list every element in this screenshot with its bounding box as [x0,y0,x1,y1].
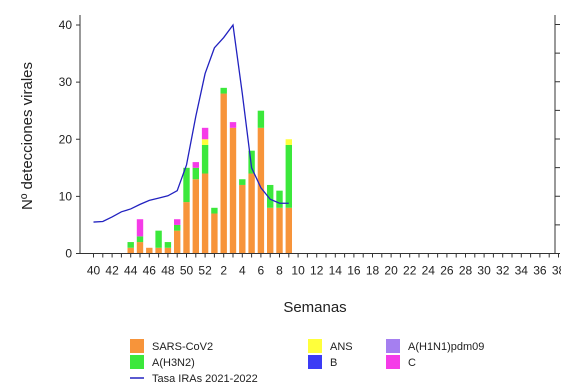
y-tick-label: 10 [59,189,73,203]
bar-segment [239,179,246,185]
bar-segment [257,110,265,128]
bar-segment [257,127,265,254]
bar-segment [183,167,190,203]
bar-segment [239,184,246,254]
x-tick-label: 52 [198,264,212,278]
x-tick-label: 24 [422,264,436,278]
x-tick-label: 36 [533,264,547,278]
bar-segment [276,207,283,254]
legend: SARS-CoV2 ANS A(H1N1)pdm09 A(H3N2) B C Tasa IR… [130,339,484,385]
legend-label: C [408,357,416,369]
y-tick-label: 0 [65,247,72,261]
x-tick-label: 32 [496,264,510,278]
legend-swatch [308,355,322,369]
x-tick-label: 20 [384,264,398,278]
bar-segment [201,127,209,140]
bar-segment [174,230,181,254]
bar-segment [211,213,218,254]
bar-segment [136,242,144,254]
bar-segment [183,202,190,254]
x-axis-title: Semanas [283,299,346,316]
bar-segment [164,242,172,248]
x-tick-label: 16 [347,264,361,278]
x-tick-label: 22 [403,264,417,278]
legend-label: A(H1N1)pdm09 [408,341,484,353]
legend-swatch [130,355,144,369]
y-axis-title: Nº detecciones virales [19,62,36,210]
x-tick-label: 26 [440,264,454,278]
bar-segment [127,247,134,254]
bar-segment [201,144,209,174]
bar-segment [248,150,255,174]
y-tick-label: 30 [59,75,73,89]
y-tick-label: 40 [59,18,73,32]
series-line [93,23,289,223]
bar-segment [248,173,255,254]
bar-segment [267,207,274,254]
x-tick-label: 38 [552,264,561,278]
legend-label: SARS-CoV2 [152,341,213,353]
bars-layer [127,87,292,254]
bar-segment [267,184,274,208]
bar-segment [155,247,162,254]
x-tick-label: 48 [161,264,175,278]
bar-segment [192,179,199,254]
axes-layer [79,15,556,254]
bar-segment [174,219,181,225]
x-tick-label: 44 [124,264,138,278]
x-tick-label: 10 [291,264,305,278]
legend-label: Tasa IRAs 2021-2022 [152,373,258,385]
x-tick-label: 46 [143,264,157,278]
bar-segment [164,247,172,254]
bar-segment [192,162,199,168]
x-tick-label: 6 [258,264,265,278]
bar-segment [136,236,144,243]
bar-segment [192,167,199,180]
legend-label: B [330,357,337,369]
x-tick-label: 34 [515,264,529,278]
bar-segment [229,127,237,254]
x-tick-label: 28 [459,264,473,278]
bar-segment [276,190,283,208]
legend-swatch [308,339,322,353]
bar-segment [220,93,227,254]
legend-swatch [130,339,144,353]
bar-segment [127,242,134,248]
x-tick-label: 40 [87,264,101,278]
bar-segment [220,87,227,94]
legend-swatch [386,355,400,369]
x-tick-label: 30 [477,264,491,278]
bar-segment [285,207,292,254]
legend-label: ANS [330,341,353,353]
x-tick-label: 50 [180,264,194,278]
x-tick-label: 14 [329,264,343,278]
y-tick-label: 20 [59,132,73,146]
legend-label: A(H3N2) [152,357,195,369]
x-tick-label: 2 [220,264,227,278]
bar-segment [174,224,181,231]
bar-segment [136,219,144,237]
bar-segment [146,247,153,254]
x-tick-label: 4 [239,264,246,278]
bar-segment [285,139,292,145]
bar-segment [201,139,209,145]
x-tick-label: 8 [276,264,283,278]
x-tick-label: 12 [310,264,324,278]
line-layer [93,23,289,223]
x-tick-label: 18 [366,264,380,278]
bar-segment [285,144,292,208]
legend-swatch [386,339,400,353]
bar-segment [211,207,218,214]
bar-segment [155,230,162,248]
bar-segment [229,122,237,128]
bar-segment [201,173,209,254]
x-tick-label: 42 [105,264,119,278]
